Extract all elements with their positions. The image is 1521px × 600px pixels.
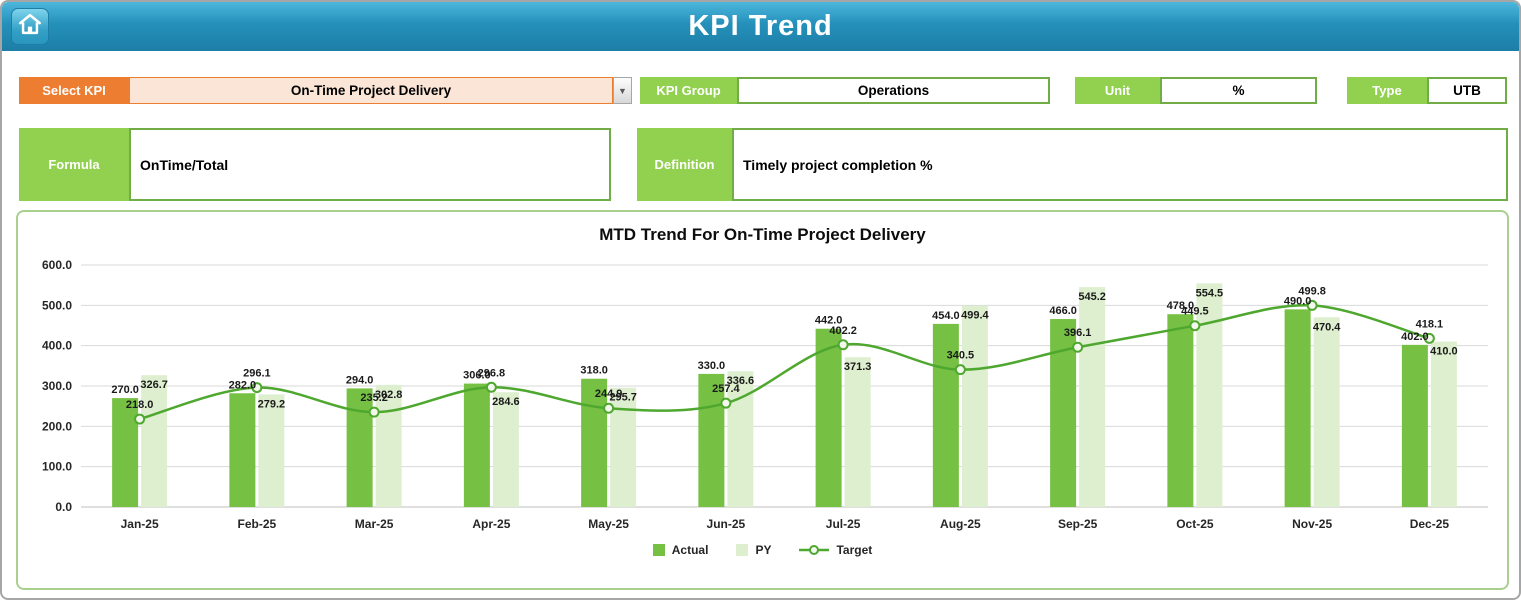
svg-text:Dec-25: Dec-25 (1409, 517, 1449, 531)
svg-text:284.6: 284.6 (492, 396, 520, 408)
legend-line-marker-icon (799, 545, 830, 555)
svg-text:Oct-25: Oct-25 (1176, 517, 1214, 531)
legend-label: Actual (671, 543, 709, 557)
svg-text:500.0: 500.0 (41, 298, 71, 312)
svg-text:294.0: 294.0 (345, 374, 373, 386)
svg-text:May-25: May-25 (588, 517, 629, 531)
svg-text:318.0: 318.0 (580, 365, 608, 377)
svg-text:296.1: 296.1 (243, 368, 271, 380)
svg-text:554.5: 554.5 (1195, 287, 1223, 299)
svg-text:Nov-25: Nov-25 (1292, 517, 1332, 531)
page-title: KPI Trend (688, 10, 833, 42)
legend-swatch-icon (652, 544, 665, 556)
type-label: Type (1347, 77, 1427, 104)
svg-text:Apr-25: Apr-25 (472, 517, 510, 531)
formula-value: OnTime/Total (129, 128, 611, 201)
svg-text:235.2: 235.2 (360, 392, 388, 404)
chevron-down-icon[interactable]: ▼ (613, 77, 632, 104)
svg-text:0.0: 0.0 (55, 500, 72, 514)
legend-swatch-icon (736, 544, 749, 556)
svg-text:466.0: 466.0 (1049, 305, 1077, 317)
svg-text:449.5: 449.5 (1181, 306, 1209, 318)
svg-text:499.8: 499.8 (1298, 285, 1326, 297)
svg-text:478.0: 478.0 (1166, 300, 1194, 312)
formula-label: Formula (19, 128, 129, 201)
svg-text:418.1: 418.1 (1415, 318, 1443, 330)
definition-label: Definition (637, 128, 732, 201)
unit-label: Unit (1075, 77, 1160, 104)
svg-text:296.8: 296.8 (477, 367, 505, 379)
svg-text:326.7: 326.7 (140, 379, 168, 391)
kpi-group-label: KPI Group (640, 77, 737, 104)
svg-text:279.2: 279.2 (257, 398, 285, 410)
svg-text:Mar-25: Mar-25 (354, 517, 393, 531)
kpi-trend-chart: 0.0 100.0 200.0 300.0 400.0 500.0 600.0 270.0 32… (41, 258, 1488, 531)
svg-text:Aug-25: Aug-25 (940, 517, 981, 531)
legend-label: Target (836, 543, 873, 557)
svg-text:Jun-25: Jun-25 (706, 517, 745, 531)
svg-text:Feb-25: Feb-25 (237, 517, 276, 531)
svg-text:600.0: 600.0 (41, 258, 71, 272)
svg-text:Sep-25: Sep-25 (1057, 517, 1097, 531)
svg-text:218.0: 218.0 (125, 399, 153, 411)
legend-label: PY (755, 543, 772, 557)
svg-text:200.0: 200.0 (41, 419, 71, 433)
kpi-select-dropdown[interactable]: On-Time Project Delivery (129, 77, 613, 104)
svg-text:396.1: 396.1 (1063, 327, 1091, 339)
type-value: UTB (1427, 77, 1507, 104)
svg-text:499.4: 499.4 (961, 310, 989, 322)
svg-text:490.0: 490.0 (1283, 295, 1311, 307)
svg-text:371.3: 371.3 (843, 361, 871, 373)
svg-text:Jan-25: Jan-25 (120, 517, 158, 531)
svg-text:257.4: 257.4 (712, 383, 740, 395)
svg-text:336.6: 336.6 (726, 375, 754, 387)
home-button[interactable] (11, 8, 49, 45)
header-bar: KPI Trend (2, 2, 1519, 51)
select-kpi-label: Select KPI (19, 77, 129, 104)
legend-target: Target (799, 543, 872, 557)
legend-actual: Actual (652, 543, 709, 557)
svg-text:470.4: 470.4 (1312, 321, 1340, 333)
chart-legend: Actual PY Target (18, 543, 1507, 557)
svg-text:300.0: 300.0 (41, 379, 71, 393)
svg-text:545.2: 545.2 (1078, 291, 1106, 303)
svg-text:270.0: 270.0 (111, 384, 139, 396)
svg-text:402.0: 402.0 (1401, 331, 1429, 343)
definition-value: Timely project completion % (732, 128, 1508, 201)
house-icon (17, 11, 43, 42)
kpi-trend-chart-card: MTD Trend For On-Time Project Delivery 0… (16, 210, 1509, 590)
svg-text:454.0: 454.0 (932, 310, 960, 322)
kpi-group-value: Operations (737, 77, 1050, 104)
svg-text:442.0: 442.0 (814, 315, 842, 327)
svg-text:340.5: 340.5 (946, 350, 974, 362)
svg-text:100.0: 100.0 (41, 460, 71, 474)
svg-text:302.8: 302.8 (374, 389, 402, 401)
svg-text:330.0: 330.0 (697, 360, 725, 372)
svg-text:306.0: 306.0 (463, 370, 491, 382)
svg-text:Jul-25: Jul-25 (825, 517, 860, 531)
svg-text:244.9: 244.9 (594, 388, 622, 400)
unit-value: % (1160, 77, 1317, 104)
svg-text:402.2: 402.2 (829, 325, 857, 337)
svg-text:410.0: 410.0 (1430, 346, 1458, 358)
legend-py: PY (736, 543, 771, 557)
svg-text:282.0: 282.0 (228, 379, 256, 391)
chart-title: MTD Trend For On-Time Project Delivery (599, 225, 926, 244)
svg-text:400.0: 400.0 (41, 339, 71, 353)
svg-text:295.7: 295.7 (609, 392, 637, 404)
